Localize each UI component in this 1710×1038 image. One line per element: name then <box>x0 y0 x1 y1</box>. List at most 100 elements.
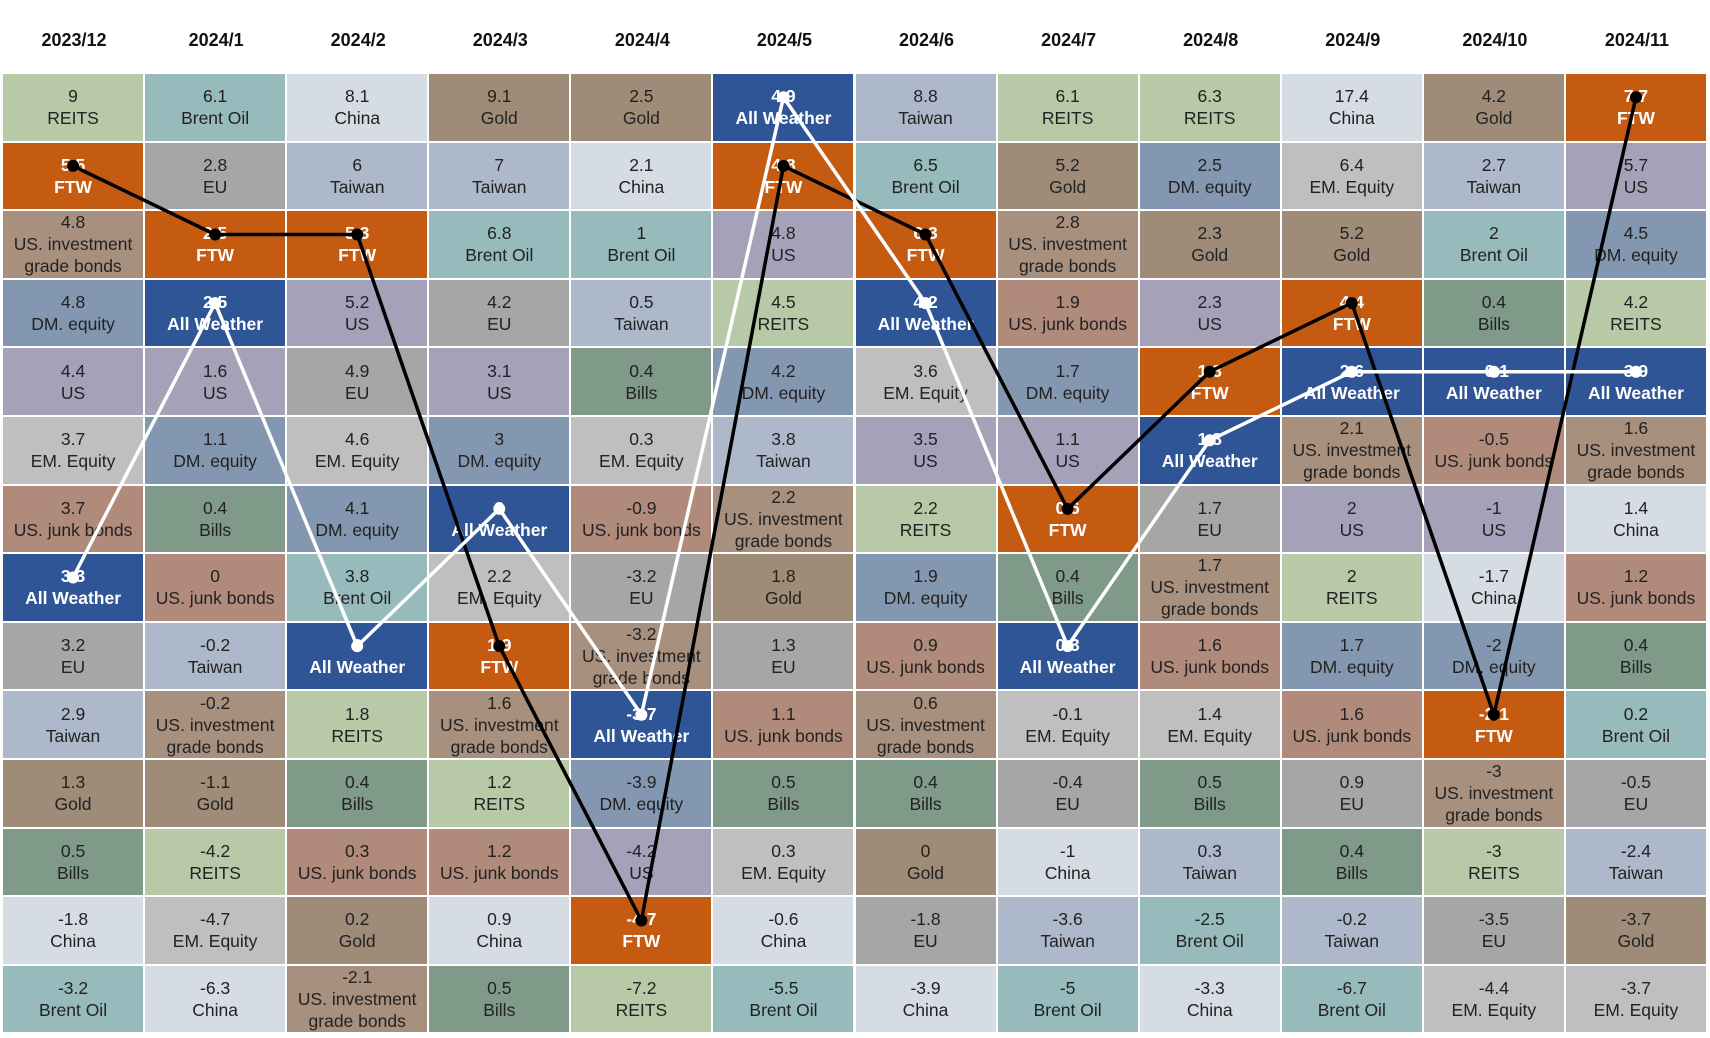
cell-label: Brent Oil <box>1317 1000 1386 1021</box>
cell-value: 1.4 <box>1197 703 1222 724</box>
cell-label: US. junk bonds <box>1434 451 1554 472</box>
cell-label: EM. Equity <box>1593 1000 1679 1021</box>
cell-label: DM. equity <box>457 451 542 472</box>
cell-label: FTW <box>622 931 661 952</box>
cell-label: Brent Oil <box>1601 725 1670 746</box>
cell: 6.5 Brent Oil <box>855 142 996 210</box>
cell-label: US. investment grade bonds <box>13 234 133 277</box>
cell-label: Gold <box>907 862 945 883</box>
cell-value: 7.7 <box>1623 86 1649 107</box>
cell-value: 6.1 <box>1055 86 1080 107</box>
cell: 0.6 US. investment grade bonds <box>855 691 996 758</box>
cell-label: EU <box>202 176 228 197</box>
cell-value: 2.2 <box>913 497 938 518</box>
cell-label: Bills <box>1051 588 1084 609</box>
cell: 0 Gold <box>855 828 996 896</box>
cell-label: All Weather <box>309 657 406 678</box>
cell-value: 3.3 <box>60 566 86 587</box>
cell: 2.9 Taiwan <box>3 691 144 758</box>
cell: -0.1 EM. Equity <box>997 691 1138 758</box>
cell-value: 4.9 <box>771 86 796 107</box>
cell: 1.3 Gold <box>3 760 144 827</box>
cell-label: Gold <box>196 794 234 815</box>
cell: 2.2 US. investment grade bonds <box>713 485 854 553</box>
cell-label: EU <box>487 314 512 335</box>
cell-value: 3.9 <box>1623 360 1649 381</box>
cell-label: All Weather <box>1445 382 1542 403</box>
cell-value: 2.8 <box>1055 212 1080 233</box>
cell-label: US. investment grade bonds <box>866 714 985 757</box>
cell-value: 0.4 <box>1055 566 1080 587</box>
cell-label: EM. Equity <box>314 451 400 472</box>
cell-value: 2.5 <box>202 223 228 244</box>
cell-value: 1.8 <box>1197 360 1222 381</box>
cell-label: EU <box>1197 519 1222 540</box>
cell-value: -3.2 <box>57 978 89 999</box>
cell-label: REITS <box>757 314 810 335</box>
cell: 1.6 US. investment grade bonds <box>1565 417 1706 484</box>
cell: 3.8 Taiwan <box>713 417 854 484</box>
cell: 5.2 Gold <box>1281 211 1422 278</box>
cell-label: EU <box>913 931 938 952</box>
cell: -3.2 Brent Oil <box>3 965 144 1033</box>
cell-value: -3.2 <box>626 566 657 587</box>
cell-value: -0.9 <box>626 497 657 518</box>
cell: -0.4 EU <box>997 760 1138 827</box>
cell: 2 US <box>1281 485 1422 553</box>
cell-value: 0.5 <box>629 292 654 313</box>
cell-label: Brent Oil <box>1459 245 1528 266</box>
cell-value: 5.2 <box>345 292 370 313</box>
cell-value: -0.5 <box>1478 429 1509 450</box>
cell: 1.1 US. junk bonds <box>713 691 854 758</box>
cell-label: Bills <box>625 382 658 403</box>
cell-label: EU <box>60 657 86 678</box>
column-header: 2024/5 <box>756 29 812 50</box>
cell-label: China <box>1328 108 1375 129</box>
cell-value: 2.1 <box>1339 418 1364 439</box>
cell: -2 DM. equity <box>1423 622 1564 690</box>
cell-value: 6.3 <box>1197 86 1222 107</box>
cell-label: Taiwan <box>1466 176 1522 197</box>
cell-value: 8.8 <box>913 86 938 107</box>
cell: -1.7 China <box>1423 554 1564 621</box>
cell-value: 2.6 <box>1339 360 1364 381</box>
cell-value: 0.3 <box>1055 635 1080 656</box>
cell-label: Brent Oil <box>323 588 392 609</box>
cell-value: 3 <box>494 429 505 450</box>
cell-label: US <box>60 382 86 403</box>
cell-label: US. investment grade bonds <box>297 989 417 1032</box>
cell-label: Taiwan <box>1182 862 1237 883</box>
cell: 5.3 FTW <box>287 211 428 278</box>
cell: 7 Taiwan <box>429 142 570 210</box>
cell: 1.7 US. investment grade bonds <box>1139 554 1280 621</box>
cell-value: 1.9 <box>913 566 938 587</box>
cell: -4.7 FTW <box>571 897 712 964</box>
cell-value: 6 <box>352 154 363 175</box>
cell-label: Gold <box>54 794 92 815</box>
cell-label: Bills <box>767 794 800 815</box>
cell-value: 0.2 <box>345 909 370 930</box>
cell: 0.9 EU <box>1281 760 1422 827</box>
cell-value: 0 <box>920 840 931 861</box>
cell-label: China <box>760 931 807 952</box>
cell-value: 0.5 <box>771 772 796 793</box>
cell-label: Gold <box>1617 931 1655 952</box>
cell: 6.3 FTW <box>855 211 996 278</box>
cell-label: Brent Oil <box>1175 931 1244 952</box>
cell-value: 0.4 <box>1339 840 1364 861</box>
cell: 1.8 All Weather <box>1139 417 1280 484</box>
cell-label: All Weather <box>1587 382 1684 403</box>
cell-label: US. junk bonds <box>155 588 275 609</box>
cell-label: US <box>771 245 796 266</box>
cell-label: Bills <box>56 862 90 883</box>
cell-label: China <box>50 931 96 952</box>
cell-label: US. investment grade bonds <box>724 508 843 551</box>
cell-value: 0.2 <box>1623 703 1649 724</box>
cell-label: Bills <box>1477 314 1510 335</box>
cell-label: China <box>902 1000 949 1021</box>
cell: 0.3 All Weather <box>997 622 1138 690</box>
cell-label: US <box>913 451 938 472</box>
cell-value: -3.9 <box>910 978 941 999</box>
cell: 4.2 Gold <box>1423 74 1564 141</box>
cell: 1.2 REITS <box>429 760 570 827</box>
